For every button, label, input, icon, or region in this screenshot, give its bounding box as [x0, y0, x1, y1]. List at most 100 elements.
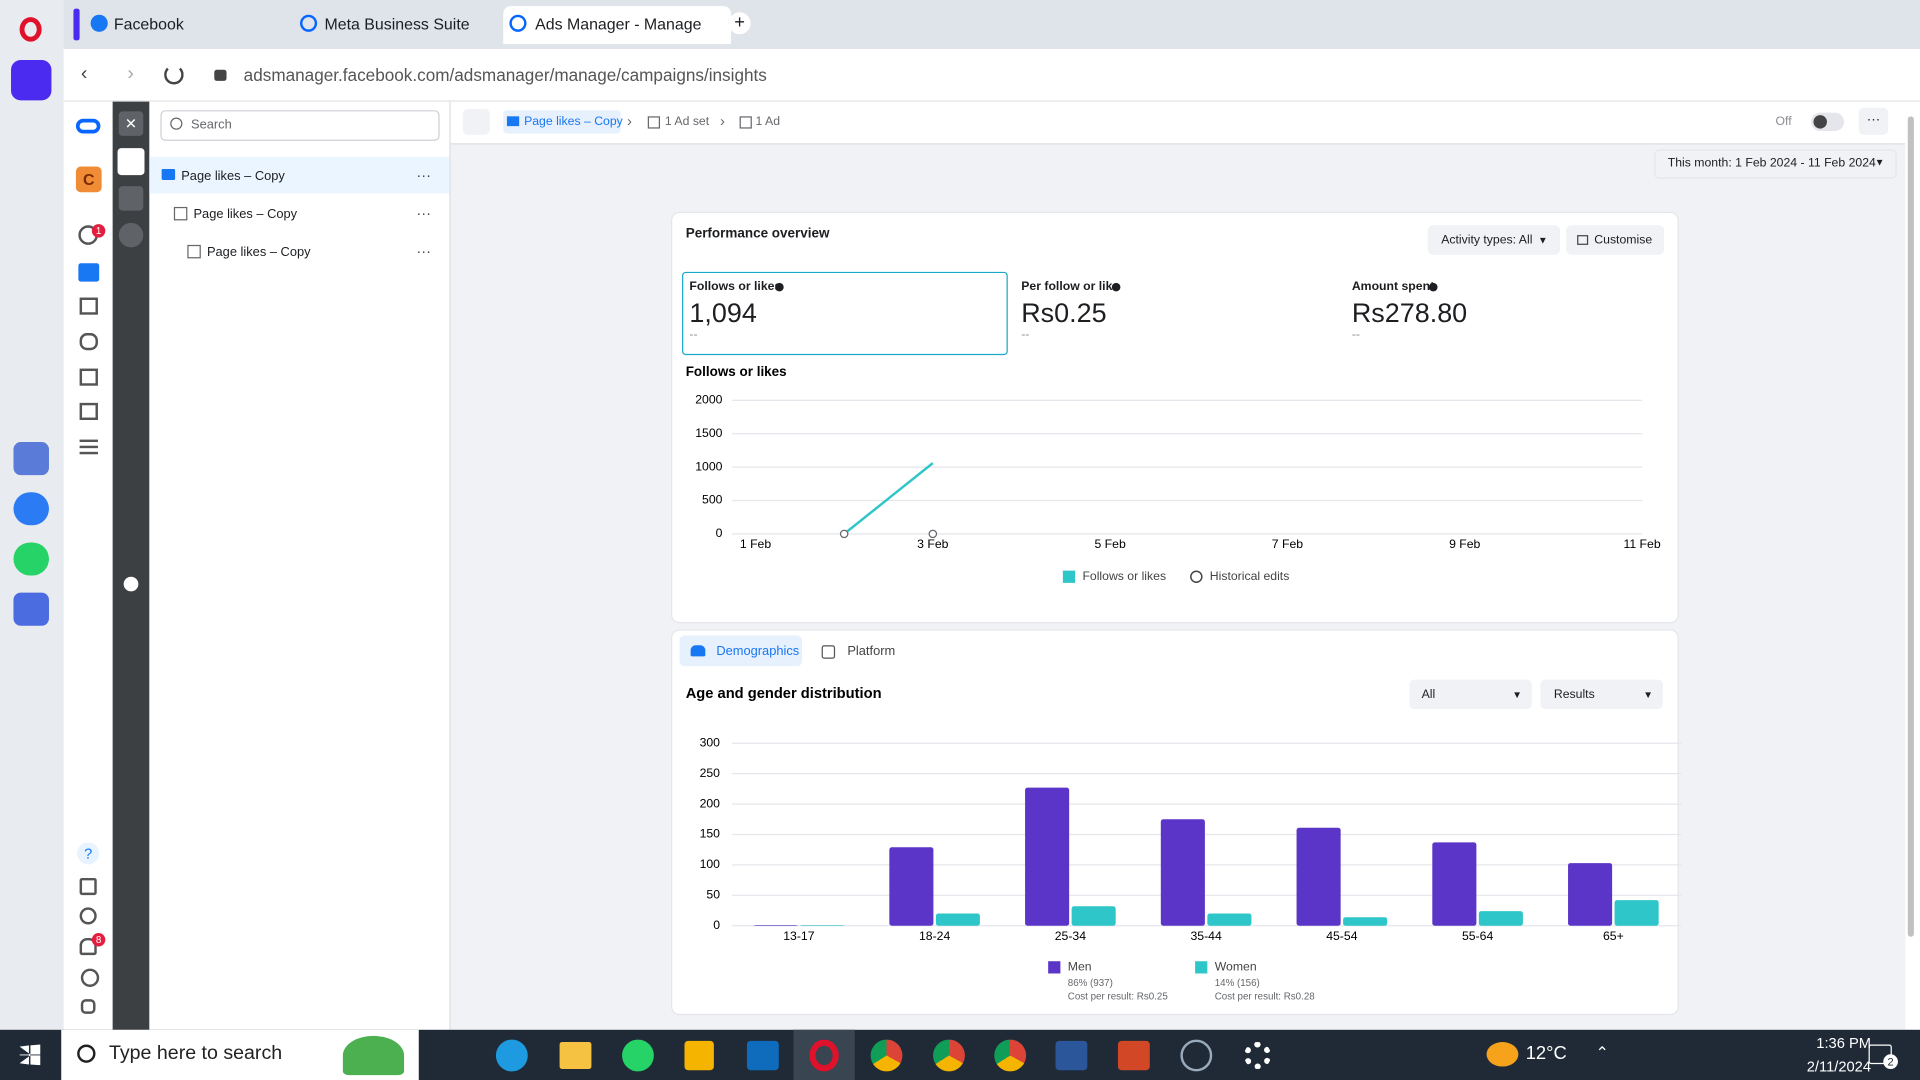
tab-label[interactable]: Demographics — [716, 644, 800, 659]
app-whatsapp[interactable] — [622, 1039, 654, 1072]
filter-label[interactable]: Results — [1553, 688, 1595, 702]
tab-title[interactable]: Meta Business Suite — [324, 14, 470, 34]
more-button[interactable]: ··· — [416, 242, 432, 260]
customise-label[interactable]: Customise — [1594, 233, 1653, 248]
campaigns-icon[interactable] — [78, 263, 100, 282]
tab-title[interactable]: Ads Manager - Manage a — [535, 14, 707, 34]
breadcrumb[interactable]: 1 Ad — [755, 115, 781, 129]
app-powerpoint[interactable] — [1117, 1040, 1150, 1071]
app-outlook[interactable] — [746, 1040, 779, 1071]
date-range[interactable]: This month: 1 Feb 2024 - 11 Feb 2024 — [1667, 156, 1876, 171]
app-word[interactable] — [1055, 1040, 1088, 1071]
active-tab[interactable] — [503, 6, 732, 45]
app-icon[interactable] — [1180, 1039, 1213, 1072]
y-tick-label: 0 — [713, 918, 720, 932]
app-store[interactable] — [684, 1040, 714, 1071]
tab-title[interactable]: Facebook — [113, 14, 184, 34]
messenger-button[interactable] — [13, 492, 49, 526]
filter-dropdown[interactable] — [1409, 679, 1532, 709]
help-icon[interactable]: ? — [77, 842, 100, 865]
chart-tool[interactable] — [117, 148, 145, 176]
url[interactable]: adsmanager.facebook.com/adsmanager/manag… — [243, 64, 767, 85]
app-edge[interactable] — [495, 1039, 528, 1072]
expand-button[interactable] — [123, 576, 139, 592]
start-button[interactable] — [19, 1044, 41, 1066]
nav-icon[interactable] — [79, 333, 98, 351]
tree-item[interactable]: Page likes – Copy — [181, 168, 285, 184]
search-box[interactable] — [160, 110, 440, 141]
edit-tool[interactable] — [118, 186, 144, 211]
breadcrumb-active — [503, 110, 621, 134]
activity-filter[interactable] — [1427, 225, 1561, 255]
nav-icon[interactable] — [79, 402, 98, 421]
app-opera[interactable] — [809, 1039, 839, 1072]
search-icon — [170, 117, 183, 130]
date-picker[interactable] — [1654, 149, 1897, 179]
settings-icon[interactable] — [79, 907, 97, 925]
customise-button[interactable] — [1566, 225, 1665, 255]
close-button[interactable]: ✕ — [118, 111, 144, 136]
metric-selected[interactable] — [682, 271, 1008, 356]
nav-icon[interactable] — [79, 368, 98, 386]
tree-item[interactable]: Page likes – Copy — [206, 244, 311, 260]
x-tick-label: 7 Feb — [1272, 537, 1303, 551]
new-tab-button[interactable]: + — [728, 12, 751, 35]
breadcrumb[interactable]: Page likes – Copy — [524, 115, 623, 129]
alerts-icon[interactable] — [79, 937, 97, 956]
metric-value: Rs278.80 — [1351, 297, 1468, 329]
home-button[interactable] — [11, 60, 52, 101]
panel-toggle[interactable] — [462, 108, 490, 135]
search-placeholder[interactable]: Search — [191, 117, 232, 133]
opera-logo[interactable] — [19, 17, 42, 42]
nav-icon[interactable] — [79, 877, 97, 896]
clock-date[interactable]: 2/11/2024 — [1806, 1057, 1872, 1076]
activity-filter-label[interactable]: Activity types: All — [1441, 233, 1533, 248]
app-chrome[interactable] — [994, 1039, 1027, 1072]
folder-icon — [161, 168, 176, 181]
more-button[interactable]: ··· — [416, 204, 432, 222]
tree-item[interactable]: Page likes – Copy — [193, 206, 298, 222]
meta-logo[interactable] — [75, 118, 101, 134]
legend-label: Men — [1068, 960, 1092, 974]
forward-button[interactable]: › — [127, 63, 134, 85]
y-tick-label: 2000 — [695, 393, 722, 407]
clock-time[interactable]: 1:36 PM — [1816, 1034, 1872, 1052]
menu-icon[interactable] — [79, 439, 98, 443]
dropdown-arrow: ▼ — [1643, 689, 1653, 701]
account-avatar[interactable]: C — [75, 166, 102, 193]
scroll-thumb[interactable] — [1907, 116, 1914, 937]
ad-icon — [187, 244, 201, 259]
music-button[interactable] — [13, 592, 49, 626]
metric-dropdown[interactable] — [1540, 679, 1663, 709]
metric-label[interactable]: Amount spent — [1351, 280, 1435, 294]
tab-indicator — [73, 8, 80, 41]
back-button[interactable]: ‹ — [80, 63, 88, 85]
metric-label[interactable]: Per follow or like — [1021, 280, 1120, 294]
tab-label[interactable]: Platform — [847, 644, 896, 659]
bar — [889, 847, 934, 926]
app-explorer[interactable] — [559, 1042, 592, 1069]
aria-button[interactable] — [13, 442, 49, 476]
reload-button[interactable] — [164, 64, 184, 85]
nav-icon[interactable] — [79, 297, 98, 315]
breadcrumb[interactable]: 1 Ad set — [664, 115, 710, 129]
taskbar-search-text[interactable]: Type here to search — [108, 1043, 283, 1065]
more-button[interactable]: ··· — [1858, 107, 1889, 135]
whatsapp-button[interactable] — [13, 542, 49, 576]
more-button[interactable]: ··· — [416, 166, 432, 184]
search-icon[interactable] — [80, 968, 100, 987]
app-chrome[interactable] — [933, 1039, 965, 1072]
app-chrome[interactable] — [870, 1039, 903, 1072]
tool-strip — [112, 101, 150, 1030]
tray-icons[interactable]: ⌃ — [1595, 1043, 1609, 1062]
status-label: Off — [1775, 115, 1792, 129]
filter-label[interactable]: All — [1421, 688, 1436, 702]
app-settings[interactable] — [1244, 1042, 1272, 1069]
debug-icon[interactable] — [80, 999, 96, 1014]
info-icon — [775, 282, 784, 292]
temperature[interactable]: 12°C — [1525, 1043, 1567, 1065]
metric-label[interactable]: Follows or likes — [689, 280, 782, 294]
history-tool[interactable] — [118, 222, 144, 248]
